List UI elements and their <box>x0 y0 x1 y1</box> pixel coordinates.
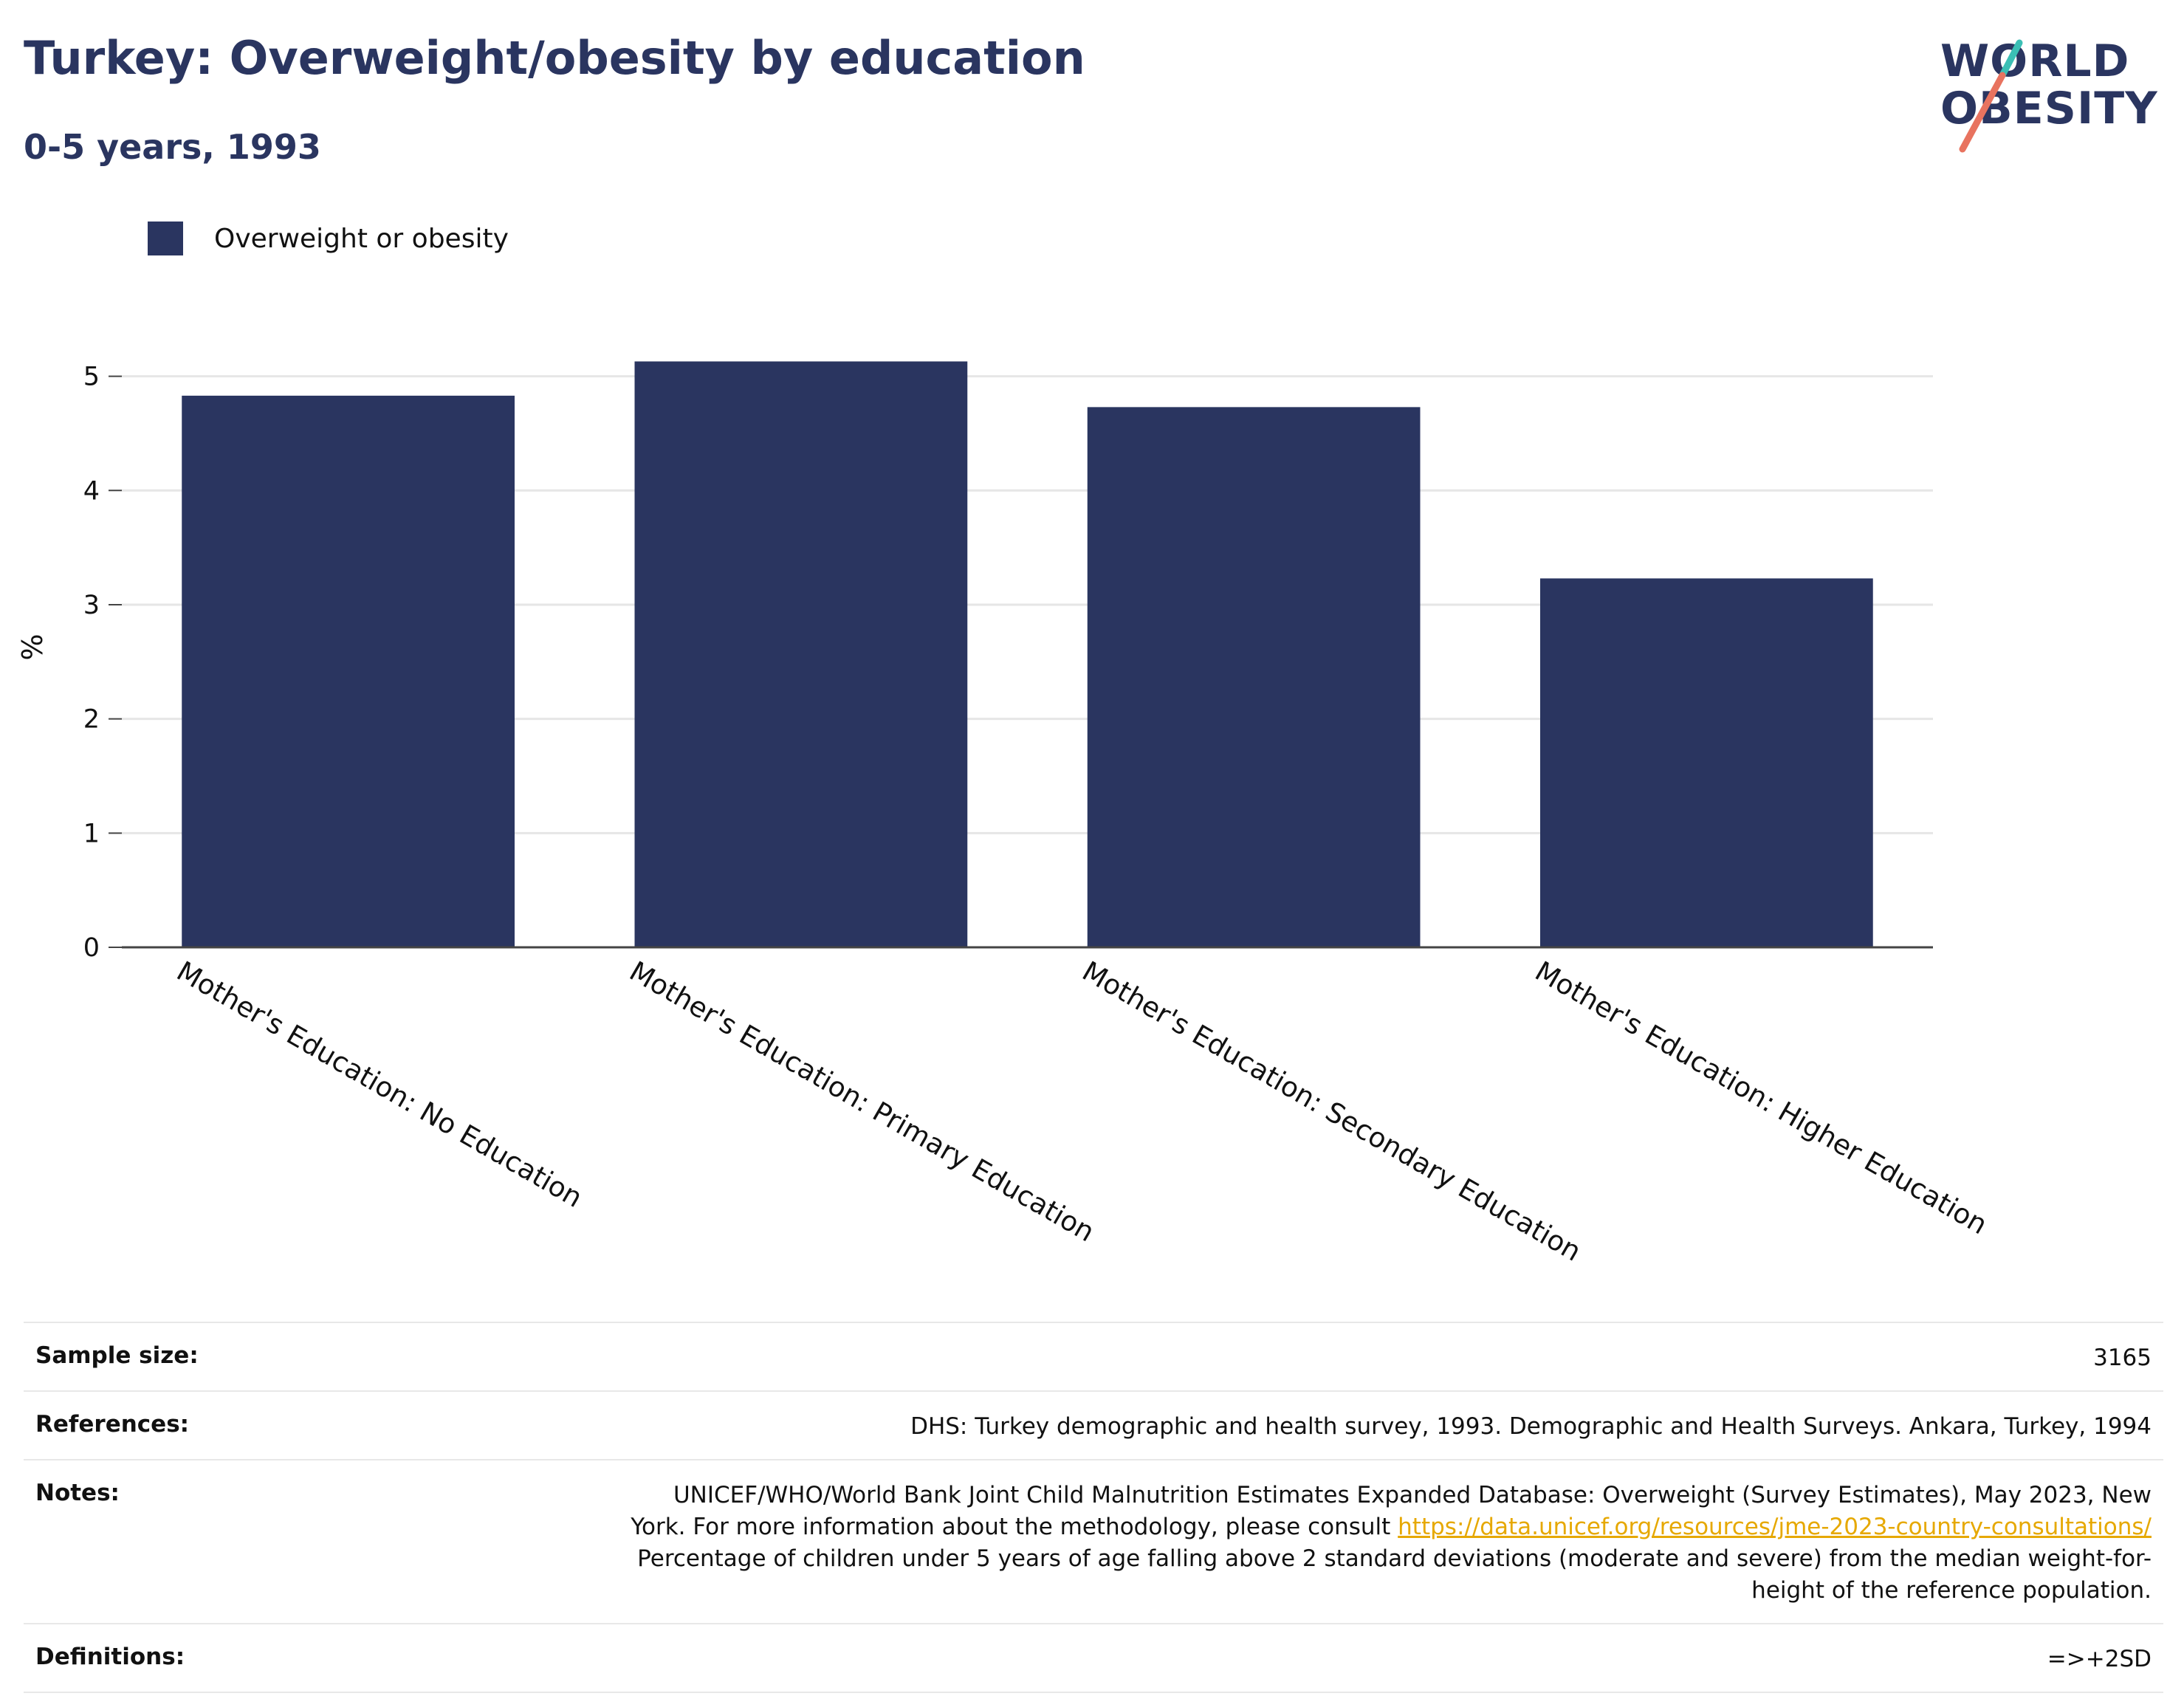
chart-subtitle: 0-5 years, 1993 <box>24 127 321 167</box>
y-tick-label: 3 <box>83 591 100 620</box>
references-value: DHS: Turkey demographic and health surve… <box>910 1413 2152 1440</box>
info-table: Sample size: 3165 References: DHS: Turke… <box>24 1322 2163 1693</box>
world-obesity-logo: WORLD OBESITY <box>1920 15 2171 162</box>
notes-label: Notes: <box>35 1480 120 1506</box>
x-tick-label: Mother's Education: Higher Education <box>1530 955 1993 1241</box>
y-tick-label: 5 <box>83 363 100 392</box>
bar <box>1087 407 1421 947</box>
definitions-value: =>+2SD <box>2047 1646 2152 1672</box>
bar <box>634 361 968 947</box>
legend-label: Overweight or obesity <box>214 223 509 254</box>
sample-size-value: 3165 <box>2093 1345 2152 1371</box>
bar <box>1540 578 1873 947</box>
notes-value: UNICEF/WHO/World Bank Joint Child Malnut… <box>631 1480 2152 1607</box>
y-axis-title: % <box>16 634 49 660</box>
y-tick-label: 1 <box>83 819 100 848</box>
methodology-link[interactable]: https://data.unicef.org/resources/jme-20… <box>1398 1514 2152 1540</box>
info-row-sample-size: Sample size: 3165 <box>24 1322 2163 1390</box>
info-row-definitions: Definitions: =>+2SD <box>24 1623 2163 1693</box>
references-label: References: <box>35 1411 190 1438</box>
sample-size-label: Sample size: <box>35 1342 199 1369</box>
logo-word-world: WORLD <box>1940 35 2130 87</box>
bar <box>182 395 515 947</box>
logo-slash-icon <box>1959 39 2023 153</box>
definitions-label: Definitions: <box>35 1644 185 1670</box>
chart-legend: Overweight or obesity <box>148 220 509 257</box>
y-tick-label: 4 <box>83 476 100 506</box>
notes-text: UNICEF/WHO/World Bank Joint Child Malnut… <box>631 1482 2152 1540</box>
y-tick-label: 0 <box>83 933 100 963</box>
chart-title: Turkey: Overweight/obesity by education <box>24 31 1085 85</box>
info-row-references: References: DHS: Turkey demographic and … <box>24 1390 2163 1459</box>
legend-swatch <box>148 222 183 255</box>
info-row-notes: Notes: UNICEF/WHO/World Bank Joint Child… <box>24 1459 2163 1623</box>
x-tick-label: Mother's Education: Primary Education <box>624 955 1099 1249</box>
notes-definition-text: Percentage of children under 5 years of … <box>637 1545 2152 1604</box>
x-tick-label: Mother's Education: No Education <box>171 955 588 1214</box>
y-tick-label: 2 <box>83 705 100 735</box>
x-tick-label: Mother's Education: Secondary Education <box>1077 955 1587 1268</box>
